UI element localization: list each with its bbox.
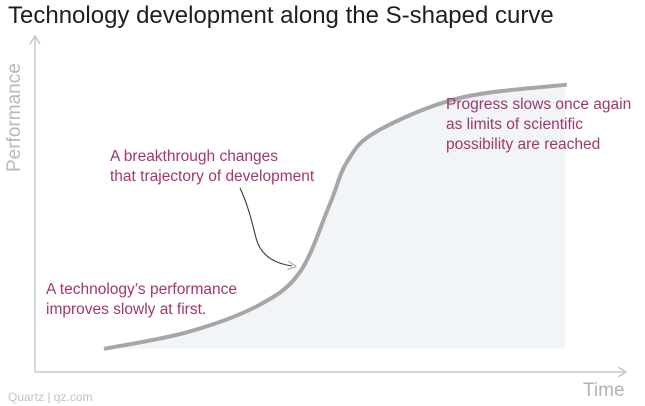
- y-axis-label: Performance: [4, 63, 25, 172]
- source-credit: Quartz | qz.com: [8, 390, 93, 404]
- y-axis-arrow-icon: [29, 34, 41, 45]
- chart-title: Technology development along the S-shape…: [8, 2, 554, 29]
- curve-area-shading: [105, 84, 566, 349]
- annotation-breakthrough: A breakthrough changes that trajectory o…: [110, 148, 315, 185]
- x-axis-arrow-icon: [617, 366, 628, 378]
- annotation-slow-start: A technology’s performance improves slow…: [46, 281, 237, 318]
- x-axis-label: Time: [583, 380, 625, 401]
- annotation-slowing: Progress slows once again as limits of s…: [446, 96, 632, 153]
- plot-area: [29, 34, 628, 378]
- s-curve-line: [103, 82, 568, 351]
- breakthrough-pointer-arrow: [239, 187, 292, 266]
